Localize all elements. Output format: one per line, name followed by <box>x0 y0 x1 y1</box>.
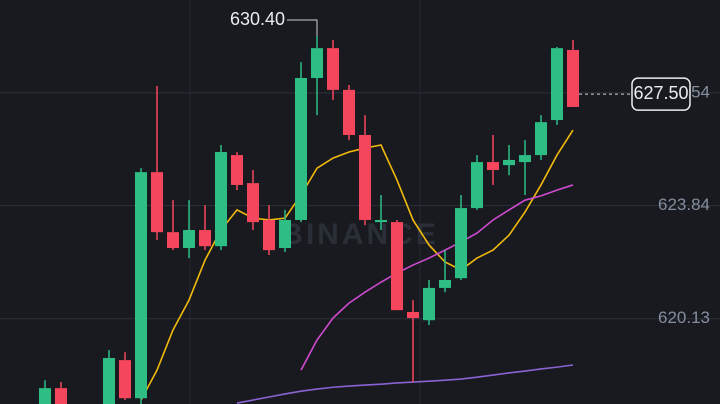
y-tick-label: 623.84 <box>658 195 710 214</box>
candle-body <box>359 134 371 220</box>
candle-body <box>103 357 115 404</box>
candle-body <box>551 48 563 121</box>
candle-body <box>183 230 195 249</box>
candle-body <box>503 159 515 166</box>
high-leader <box>287 19 318 36</box>
candle-body <box>215 152 227 247</box>
candle-body <box>295 77 307 220</box>
candle-body <box>343 89 355 135</box>
moving-average-line <box>236 364 574 404</box>
last-price-box <box>631 77 691 111</box>
candle-body <box>423 287 435 321</box>
candle-body <box>167 232 179 249</box>
candle-body <box>375 219 387 223</box>
candle-body <box>455 208 467 279</box>
moving-average-line <box>140 129 574 401</box>
candle-body <box>39 388 51 404</box>
candle-body <box>487 162 499 171</box>
candle-body <box>567 49 579 107</box>
candle-body <box>535 122 547 156</box>
candle-body <box>519 155 531 163</box>
moving-average-line <box>300 184 574 371</box>
candle-body <box>55 388 67 404</box>
last-price-label: 627.50 <box>633 83 688 103</box>
candle-body <box>391 222 403 311</box>
candle-body <box>263 219 275 251</box>
candle-body <box>199 230 211 247</box>
candle-body <box>327 48 339 90</box>
high-label: 630.40 <box>230 9 285 29</box>
candle-body <box>247 183 259 223</box>
candle-body <box>407 311 419 319</box>
candle-body <box>279 219 291 249</box>
candle-body <box>471 162 483 209</box>
candle-body <box>311 48 323 78</box>
candle-body <box>231 155 243 185</box>
y-tick-label: 620.13 <box>658 308 710 327</box>
candle-body <box>439 279 451 288</box>
candle-body <box>151 172 163 233</box>
candle-body <box>119 360 131 399</box>
watermark: BINANCE <box>281 218 439 251</box>
candle-body <box>135 172 147 399</box>
